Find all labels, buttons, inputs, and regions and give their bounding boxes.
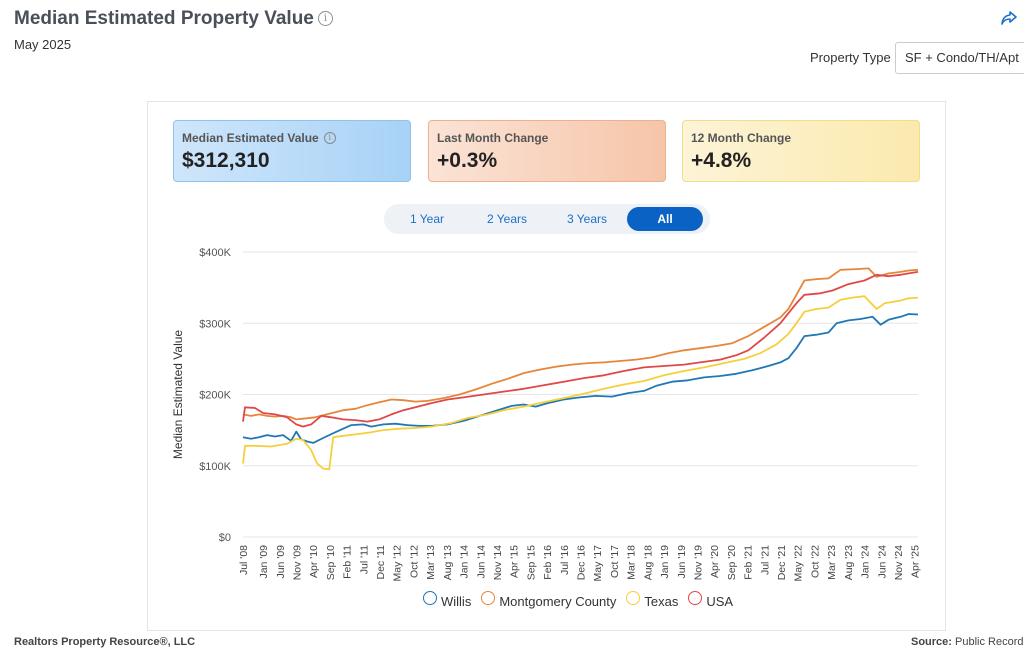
x-tick-label: Mar '23	[826, 545, 838, 580]
kpi-label: Median Estimated Value	[182, 131, 319, 145]
legend-label: Willis	[441, 594, 472, 609]
x-tick-label: Nov '14	[492, 545, 504, 580]
source-label: Source:	[911, 636, 952, 648]
x-tick-label: Jul '08	[238, 545, 250, 575]
kpi-label: 12 Month Change	[691, 131, 792, 145]
kpi-value: +4.8%	[691, 149, 752, 172]
x-tick-label: Nov '09	[291, 545, 303, 580]
kpi-card-last-month-change: Last Month Change +0.3%	[428, 120, 666, 182]
x-tick-label: Aug '23	[843, 545, 855, 580]
x-tick-label: Apr '25	[910, 545, 922, 578]
line-chart: $0 $100K $200K $300K $400K Median Estimated V…	[171, 247, 922, 582]
kpi-card-12-month-change: 12 Month Change +4.8%	[682, 120, 920, 182]
kpi-card-median-value: Median Estimated Value i $312,310	[173, 120, 411, 182]
x-tick-label: May '22	[793, 545, 805, 582]
x-tick-label: Aug '13	[442, 545, 454, 580]
x-tick-label: Apr '20	[709, 545, 721, 578]
x-tick-label: Sep '10	[325, 545, 337, 580]
x-tick-label: Feb '11	[342, 545, 354, 579]
series-line-usa	[242, 271, 919, 428]
x-tick-label: Jun '24	[876, 545, 888, 579]
x-tick-label: May '17	[592, 545, 604, 582]
footer-source: Source: Public Records a	[911, 636, 1024, 648]
kpi-value: $312,310	[182, 149, 270, 172]
x-tick-label: Dec '16	[576, 545, 588, 580]
x-tick-label: Sep '15	[525, 545, 537, 580]
legend-item-texas[interactable]: Texas	[626, 590, 679, 609]
range-button-3-years[interactable]: 3 Years	[566, 212, 608, 226]
y-axis-label: Median Estimated Value	[171, 330, 185, 460]
share-icon[interactable]	[999, 8, 1019, 28]
kpi-label: Last Month Change	[437, 131, 549, 145]
range-button-all[interactable]: All	[627, 207, 703, 231]
x-tick-label: Oct '22	[809, 545, 821, 578]
x-tick-label: Jan '19	[659, 545, 671, 579]
x-tick-label: Mar '13	[425, 545, 437, 580]
legend-swatch	[688, 590, 703, 605]
series-line-texas	[242, 295, 919, 471]
x-tick-label: May '12	[392, 545, 404, 582]
x-tick-label: Feb '16	[542, 545, 554, 580]
x-tick-label: Nov '24	[893, 545, 905, 580]
info-icon[interactable]: i	[318, 11, 333, 26]
time-range-selector: 1 Year 2 Years 3 Years All	[384, 204, 710, 234]
y-tick-label: $300K	[199, 318, 231, 330]
x-tick-label: Sep '20	[726, 545, 738, 580]
x-tick-label: Dec '21	[776, 545, 788, 580]
legend-label: Texas	[644, 594, 679, 609]
series-line-willis	[242, 313, 919, 444]
page-subtitle: May 2025	[14, 37, 72, 52]
chart-legend: Willis Montgomery County Texas USA	[423, 590, 734, 609]
range-button-1-year[interactable]: 1 Year	[409, 212, 445, 226]
legend-swatch	[626, 590, 641, 605]
x-tick-label: Jul '16	[559, 545, 571, 575]
x-tick-label: Jun '09	[275, 545, 287, 579]
x-tick-label: Jan '09	[258, 545, 270, 579]
chart-panel: Median Estimated Value i $312,310 Last M…	[147, 101, 946, 631]
x-tick-label: Jan '14	[459, 545, 471, 579]
legend-label: USA	[706, 594, 734, 609]
y-tick-label: $100K	[199, 461, 231, 473]
x-tick-label: Mar '18	[626, 545, 638, 580]
x-tick-label: Feb '21	[743, 545, 755, 580]
legend-item-montgomery-county[interactable]: Montgomery County	[481, 590, 617, 609]
legend-label: Montgomery County	[499, 594, 617, 609]
x-tick-label: Oct '17	[609, 545, 621, 578]
x-tick-label: Apr '10	[308, 545, 320, 578]
range-button-2-years[interactable]: 2 Years	[486, 212, 528, 226]
property-type-label: Property Type	[810, 50, 891, 65]
x-tick-label: Jul '11	[358, 545, 370, 574]
kpi-value: +0.3%	[437, 149, 498, 172]
footer-copyright: Realtors Property Resource®, LLC	[14, 636, 196, 648]
y-tick-label: $0	[219, 532, 231, 544]
series-line-montgomery-county	[242, 267, 919, 421]
legend-swatch	[481, 590, 496, 605]
x-tick-label: Oct '12	[408, 545, 420, 578]
source-value: Public Records a	[955, 636, 1024, 648]
x-tick-label: Jun '19	[676, 545, 688, 579]
x-tick-label: Aug '18	[642, 545, 654, 580]
legend-item-willis[interactable]: Willis	[423, 590, 472, 609]
legend-item-usa[interactable]: USA	[688, 590, 734, 609]
x-tick-label: Jul '21	[759, 545, 771, 575]
y-tick-label: $200K	[199, 390, 231, 402]
x-tick-label: Nov '19	[692, 545, 704, 580]
x-tick-label: Apr '15	[509, 545, 521, 578]
x-tick-label: Jan '24	[860, 545, 872, 579]
legend-swatch	[423, 590, 437, 605]
y-tick-label: $400K	[199, 247, 231, 259]
info-icon[interactable]: i	[323, 132, 336, 144]
page-title: Median Estimated Property Value	[14, 8, 314, 29]
x-tick-label: Jun '14	[475, 545, 487, 579]
property-type-select[interactable]: SF + Condo/TH/Apt	[895, 42, 1024, 74]
x-tick-label: Dec '11	[375, 545, 387, 580]
